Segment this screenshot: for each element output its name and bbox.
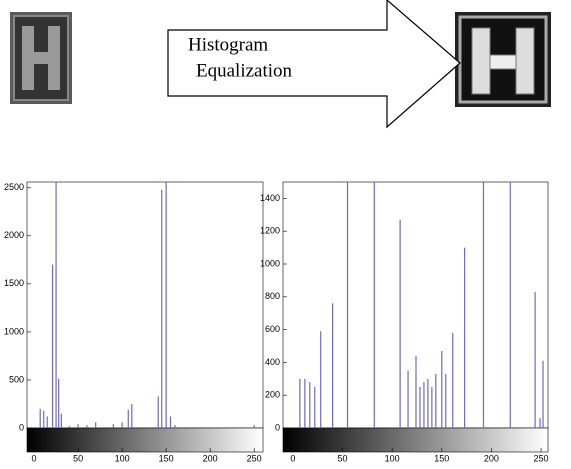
x-tick-label: 200 [484, 453, 499, 463]
y-tick-label: 1500 [4, 278, 24, 288]
arrow [167, 0, 461, 129]
y-tick-label: 600 [265, 324, 280, 334]
y-tick-label: 500 [9, 374, 24, 384]
arrow-label: Equalization [196, 60, 293, 81]
y-tick-label: 0 [275, 422, 280, 432]
output-image [455, 12, 551, 107]
x-tick-label: 150 [159, 453, 174, 463]
x-tick-label: 100 [385, 453, 400, 463]
y-tick-label: 0 [19, 422, 24, 432]
x-tick-label: 0 [32, 453, 37, 463]
y-tick-label: 1400 [260, 193, 280, 203]
arrow-label: Histogram [188, 34, 268, 55]
y-tick-label: 1200 [260, 226, 280, 236]
input-image [10, 12, 72, 104]
x-tick-label: 200 [203, 453, 218, 463]
y-tick-label: 1000 [4, 326, 24, 336]
x-tick-label: 250 [534, 453, 549, 463]
x-tick-label: 250 [247, 453, 262, 463]
x-tick-label: 0 [290, 453, 295, 463]
y-tick-label: 2500 [4, 182, 24, 192]
x-tick-label: 100 [115, 453, 130, 463]
y-tick-label: 1000 [260, 258, 280, 268]
axes [26, 181, 264, 429]
colorbar [282, 427, 549, 453]
y-tick-label: 800 [265, 291, 280, 301]
y-tick-label: 2000 [4, 230, 24, 240]
x-tick-label: 50 [73, 453, 83, 463]
y-tick-label: 200 [265, 390, 280, 400]
y-tick-label: 400 [265, 357, 280, 367]
colorbar [26, 427, 264, 453]
x-tick-label: 150 [434, 453, 449, 463]
x-tick-label: 50 [338, 453, 348, 463]
